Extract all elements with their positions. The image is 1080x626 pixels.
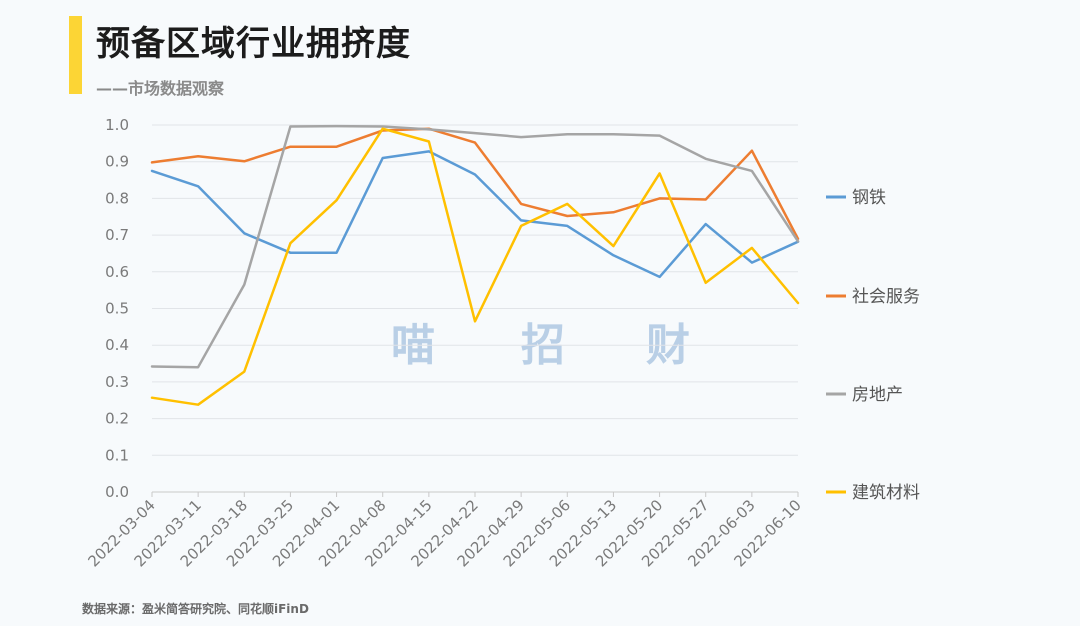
legend-label: 房地产 [852, 385, 903, 405]
legend-label: 钢铁 [852, 188, 886, 208]
series-line [150, 124, 800, 369]
y-tick-label: 0.9 [105, 153, 129, 171]
y-tick-label: 0.0 [105, 483, 129, 501]
y-tick-label: 0.8 [105, 189, 129, 207]
y-tick-label: 0.4 [105, 336, 129, 354]
source-note: 数据来源：盈米简答研究院、同花顺iFinD [82, 602, 309, 616]
legend-label: 建筑材料 [852, 483, 920, 503]
y-tick-label: 1.0 [105, 116, 129, 134]
y-tick-label: 0.5 [105, 300, 129, 318]
legend-label: 社会服务 [852, 287, 920, 307]
series-line [150, 127, 800, 406]
y-tick-label: 0.3 [105, 373, 129, 391]
series-line [150, 127, 800, 241]
y-tick-label: 0.6 [105, 263, 129, 281]
page-title: 预备区域行业拥挤度 [96, 24, 411, 64]
series-line [150, 150, 800, 279]
y-tick-label: 0.2 [105, 410, 129, 428]
title-accent-bar [69, 16, 82, 94]
page-subtitle: ——市场数据观察 [96, 79, 225, 98]
y-tick-label: 0.1 [105, 446, 129, 464]
y-tick-label: 0.7 [105, 226, 129, 244]
